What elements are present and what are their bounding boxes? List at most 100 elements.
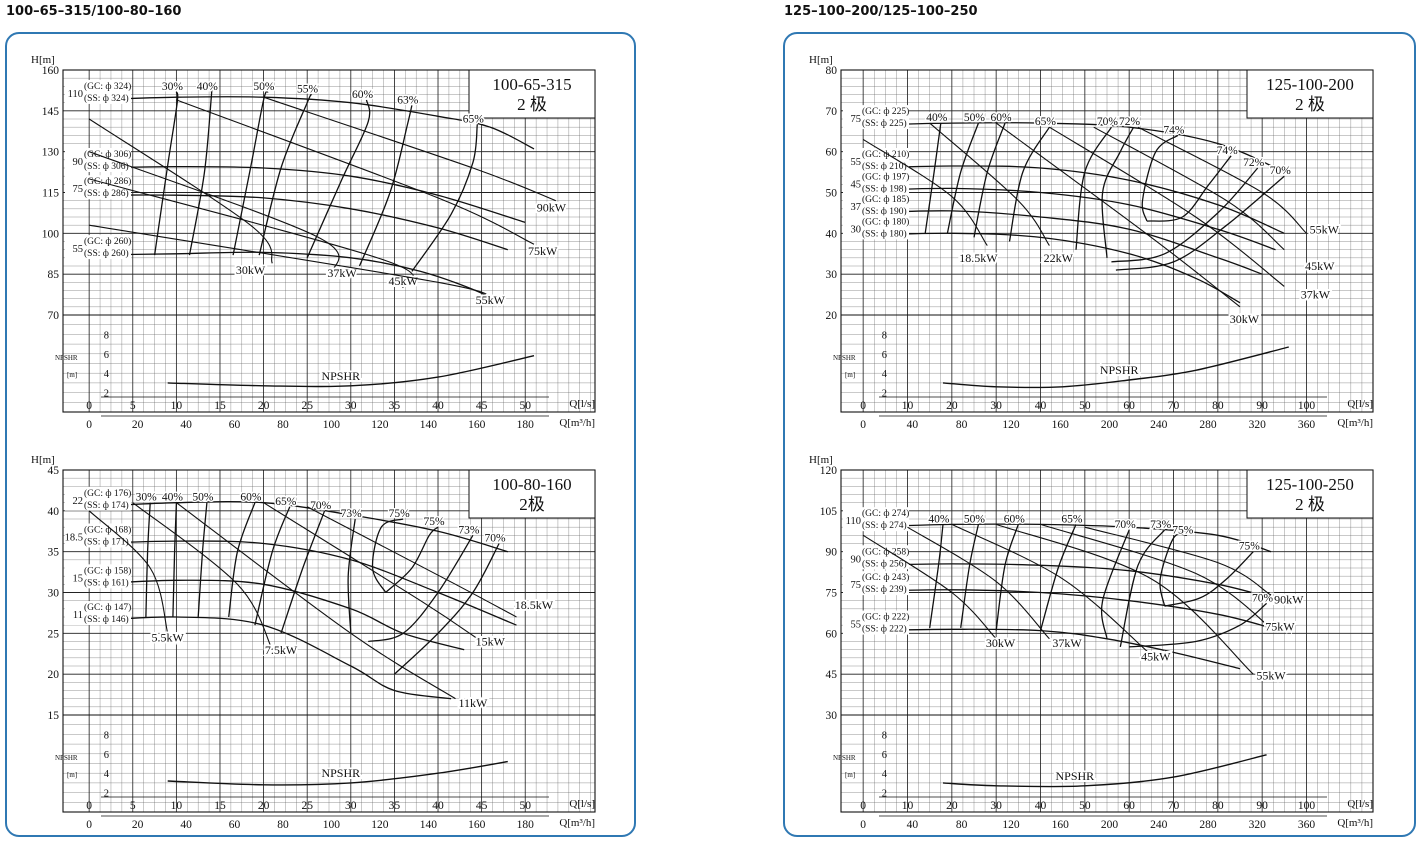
impeller-label: 75(GC: ф 243)(SS: ф 239): [843, 571, 909, 596]
q-m3h-tick-label: 240: [1150, 419, 1168, 431]
power-line: [996, 523, 1254, 675]
efficiency-label: 65%: [275, 496, 297, 508]
impeller-gc-label: (GC: ф 168): [84, 525, 131, 536]
q-ls-tick-label: 10: [171, 800, 183, 812]
efficiency-curve: [347, 518, 356, 634]
impeller-power-label: 15: [73, 573, 84, 584]
q-ls-tick-label: 40: [432, 800, 444, 812]
chart-100-65-315: H[m] 70 85 100 115 130 145 160 2 4 6 8 NPSHR [m] 0 5 10 1…: [31, 54, 596, 431]
h-axis-label: H[m]: [809, 54, 833, 66]
power-label: 45kW: [1141, 650, 1171, 664]
efficiency-label: 40%: [197, 81, 219, 93]
npshr-unit-label: [m]: [845, 371, 855, 379]
impeller-label: 11(GC: ф 147)(SS: ф 146): [65, 601, 131, 626]
impeller-label-bg: [843, 507, 909, 532]
npshr-tick-label: 2: [882, 789, 887, 800]
q-ls-tick-label: 50: [519, 800, 531, 812]
efficiency-curve: [973, 122, 1006, 238]
h-tick-label: 30: [826, 269, 838, 281]
efficiency-curve: [1146, 155, 1232, 222]
efficiency-label: 50%: [964, 112, 986, 124]
model-title: 100-80-160: [492, 475, 571, 494]
efficiency-label: 50%: [253, 81, 275, 93]
efficiency-label: 72%: [1119, 116, 1141, 128]
q-ls-tick-label: 50: [519, 400, 531, 412]
q-m3h-tick-label: 180: [517, 419, 535, 431]
impeller-label-bg: [65, 79, 131, 104]
h-tick-label: 30: [48, 588, 60, 600]
impeller-power-label: 11: [73, 610, 83, 621]
impeller-label-bg: [65, 523, 131, 548]
power-line: [263, 502, 482, 642]
npshr-unit-label: [m]: [67, 371, 77, 379]
impeller-gc-label: (GC: ф 286): [84, 176, 131, 187]
npshr-curve: [167, 760, 508, 786]
power-line: [89, 178, 415, 289]
efficiency-curve: [393, 543, 500, 675]
power-line: [263, 96, 557, 202]
h-axis-label: H[m]: [809, 454, 833, 466]
chart-100-80-160: H[m] 15 20 25 30 35 40 45 2 4 6 8 NPSHR [m] 0 5 10 15 20 25…: [31, 454, 596, 831]
impeller-power-label: 90: [851, 554, 862, 565]
chart-125-100-200: H[m] 20 30 40 50 60 70 80 2 4 6 8 NPSHR [m] 0 10 20 30 40 5…: [809, 54, 1374, 431]
model-title: 125-100-200: [1266, 75, 1354, 94]
q-m3h-tick-label: 40: [180, 819, 192, 831]
plot-frame: [840, 69, 1374, 413]
impeller-ss-label: (SS: ф 146): [84, 614, 129, 625]
impeller-label: 90(GC: ф 306)(SS: ф 306): [65, 148, 131, 172]
head-curve: [863, 232, 1241, 304]
h-tick-label: 130: [42, 147, 60, 159]
q-m3h-tick-label: 80: [277, 819, 289, 831]
impeller-ss-label: (SS: ф 190): [862, 206, 907, 217]
efficiency-curve: [385, 526, 439, 593]
left-panel: H[m] 70 85 100 115 130 145 160 2 4 6 8 NPSHR [m] 0 5 10 1…: [5, 32, 636, 837]
npshr-tick-label: 4: [104, 769, 110, 780]
power-label: 5.5kW: [151, 631, 184, 645]
efficiency-label: 65%: [1061, 513, 1083, 525]
h-tick-label: 35: [48, 547, 60, 559]
power-line: [907, 526, 1050, 640]
impeller-label-bg: [65, 601, 131, 626]
impeller-power-label: 55: [73, 244, 84, 255]
h-tick-label: 60: [826, 147, 838, 159]
q-m3h-tick-label: 80: [956, 819, 968, 831]
impeller-label: 55(GC: ф 222)(SS: ф 222): [843, 610, 909, 635]
head-curve: [863, 187, 1276, 251]
q-ls-tick-label: 40: [1035, 400, 1047, 412]
q-ls-tick-label: 30: [990, 800, 1002, 812]
efficiency-curve: [1141, 134, 1179, 222]
q-ls-tick-label: 90: [1256, 800, 1268, 812]
q-m3h-tick-label: 280: [1199, 419, 1217, 431]
impeller-gc-label: (GC: ф 243): [862, 572, 909, 583]
impeller-label-bg: [843, 571, 909, 596]
impeller-power-label: 75: [73, 184, 84, 195]
efficiency-label: 50%: [964, 513, 986, 525]
impeller-gc-label: (GC: ф 185): [862, 194, 909, 205]
impeller-ss-label: (SS: ф 174): [84, 500, 129, 511]
q-m3h-axis-label: Q[m³/h]: [559, 817, 595, 829]
q-ls-tick-label: 45: [476, 800, 488, 812]
efficiency-curve: [924, 123, 942, 234]
power-label: 30kW: [236, 263, 266, 277]
efficiency-label: 75%: [423, 516, 445, 528]
efficiency-curve: [172, 502, 178, 618]
h-tick-label: 100: [42, 228, 60, 240]
impeller-label: 55(GC: ф 210)(SS: ф 210): [843, 148, 909, 172]
impeller-ss-label: (SS: ф 198): [862, 183, 907, 194]
head-curve: [89, 540, 517, 626]
efficiency-curve: [411, 124, 478, 272]
efficiency-label: 60%: [240, 492, 262, 504]
power-label: 18.5kW: [515, 598, 554, 612]
q-m3h-tick-label: 320: [1249, 419, 1267, 431]
impeller-label-bg: [843, 170, 909, 195]
impeller-power-label: 30: [851, 224, 862, 235]
power-line: [132, 502, 273, 650]
power-line: [951, 523, 1152, 656]
plot-frame: [840, 469, 1374, 813]
impeller-power-label: 110: [846, 516, 861, 527]
efficiency-curve: [1100, 529, 1130, 639]
power-label: 37kW: [327, 266, 357, 280]
q-ls-tick-label: 35: [389, 400, 401, 412]
q-m3h-tick-label: 280: [1199, 819, 1217, 831]
impeller-label: 55(GC: ф 260)(SS: ф 260): [65, 235, 131, 260]
